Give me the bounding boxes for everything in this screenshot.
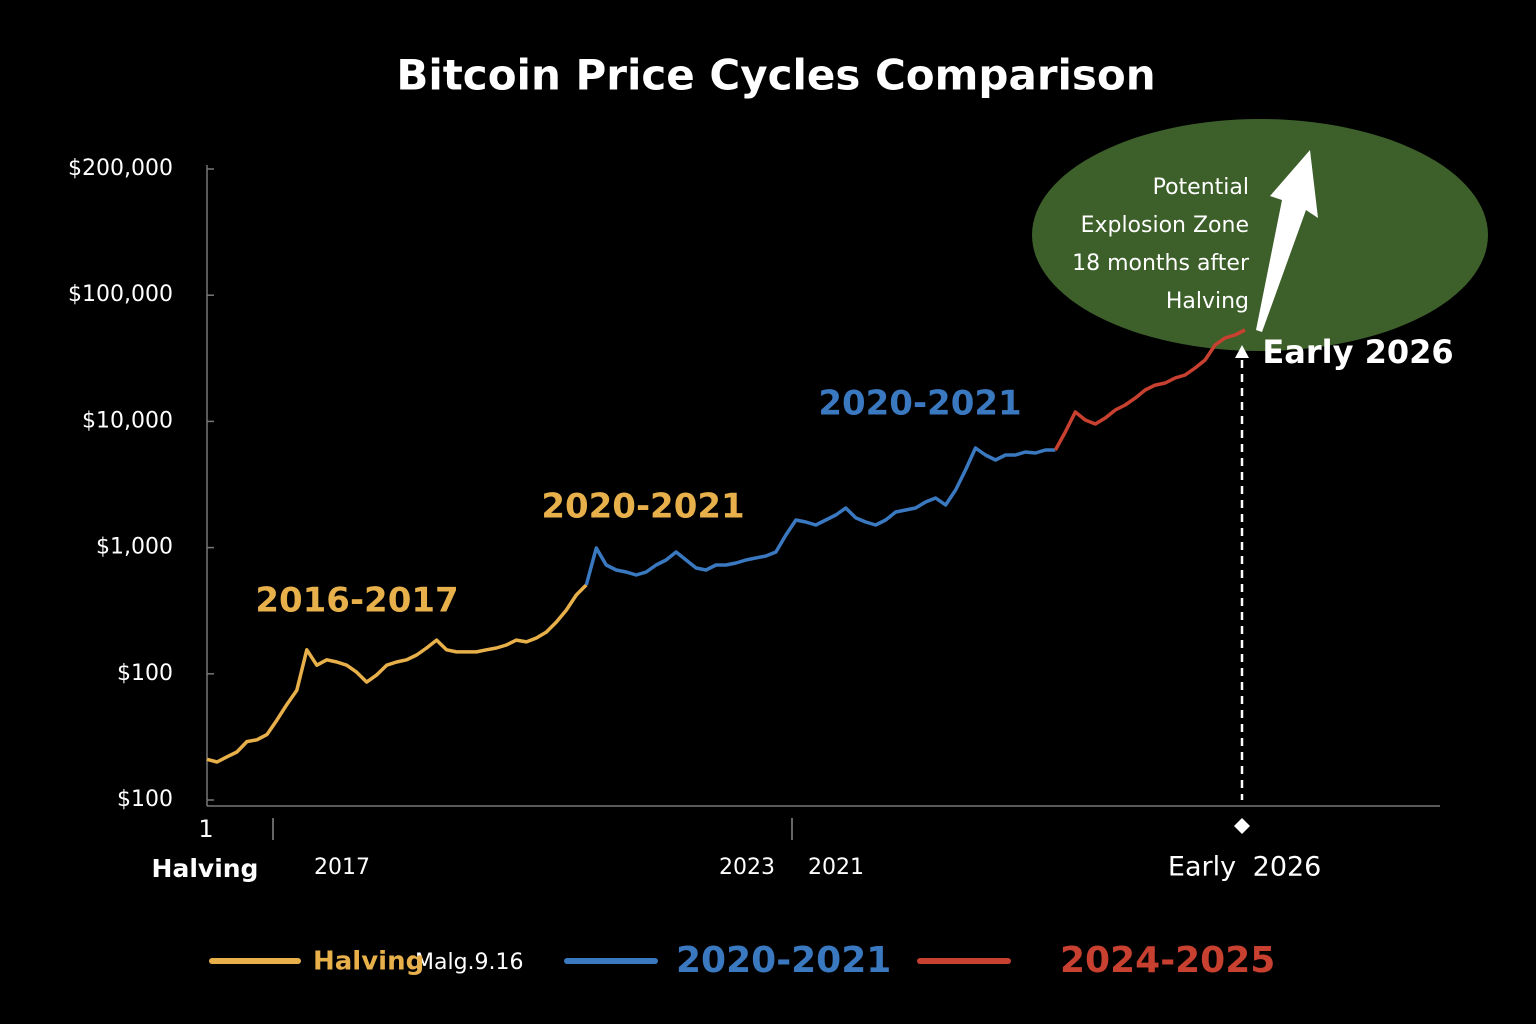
arrow <box>1256 150 1318 332</box>
series-line <box>206 583 588 764</box>
y-tick-label: $100 <box>117 787 173 812</box>
series-line <box>584 446 1056 586</box>
x-label: 2023 <box>719 855 775 880</box>
x-label: Early <box>1168 852 1236 883</box>
legend-label: 2020-2021 <box>676 940 891 981</box>
annotation: 2020-2021 <box>818 384 1021 424</box>
annotation: 2020-2021 <box>541 487 744 527</box>
y-tick-label: $100 <box>117 661 173 686</box>
x-label: 2026 <box>1253 852 1322 883</box>
x-label: 2017 <box>314 855 370 880</box>
x-label: 1 <box>198 815 213 843</box>
marker-head <box>1235 345 1249 358</box>
y-tick-label: $1,000 <box>96 535 173 560</box>
marker-label: Early 2026 <box>1262 333 1453 371</box>
legend-label: 2024-2025 <box>1060 940 1275 981</box>
explosion-zone <box>1032 119 1488 351</box>
x-label: 2021 <box>808 855 864 880</box>
y-tick-label: $200,000 <box>68 156 173 181</box>
y-tick-label: $10,000 <box>82 408 173 433</box>
zone-text: 18 months after <box>1072 251 1250 276</box>
legend-note: Malg.9.16 <box>415 950 524 975</box>
y-tick-label: $100,000 <box>68 282 173 307</box>
zone-text: Explosion Zone <box>1081 213 1249 238</box>
zone-text: Halving <box>1166 289 1249 314</box>
series-line <box>1053 328 1246 451</box>
marker-diamond <box>1234 818 1250 834</box>
zone-text: Potential <box>1153 175 1249 200</box>
annotation: 2016-2017 <box>255 581 458 621</box>
x-label: Halving <box>152 854 259 883</box>
chart-title: Bitcoin Price Cycles Comparison <box>396 51 1155 100</box>
legend-label: Halving <box>313 947 424 977</box>
